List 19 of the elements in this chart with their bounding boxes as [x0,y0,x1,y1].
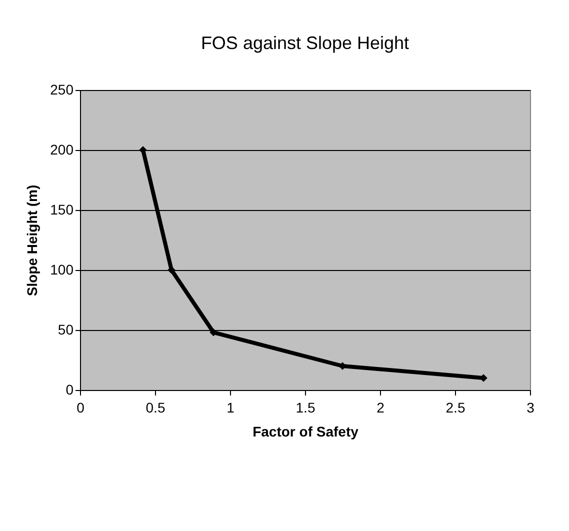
x-axis-title: Factor of Safety [252,424,359,440]
point [210,328,218,336]
x-tick-label: 1 [226,400,235,416]
y-tick-label: 150 [50,202,74,218]
y-tick-label: 200 [50,142,74,158]
point [168,266,176,274]
chart-title: FOS against Slope Height [200,33,410,53]
point [139,146,147,154]
x-tick-label: 3 [526,400,535,416]
x-tick-label: 2 [376,400,385,416]
x-tick-label: 2.5 [446,400,466,416]
y-tick-label: 100 [50,262,74,278]
x-tick-label: 0.5 [146,400,166,416]
y-axis-title: Slope Height (m) [24,184,40,296]
x-tick-label: 0 [76,400,85,416]
x-tick-label: 1.5 [296,400,316,416]
y-tick-label: 0 [66,382,74,398]
y-tick-label: 50 [58,322,74,338]
y-tick-label: 250 [50,82,74,98]
